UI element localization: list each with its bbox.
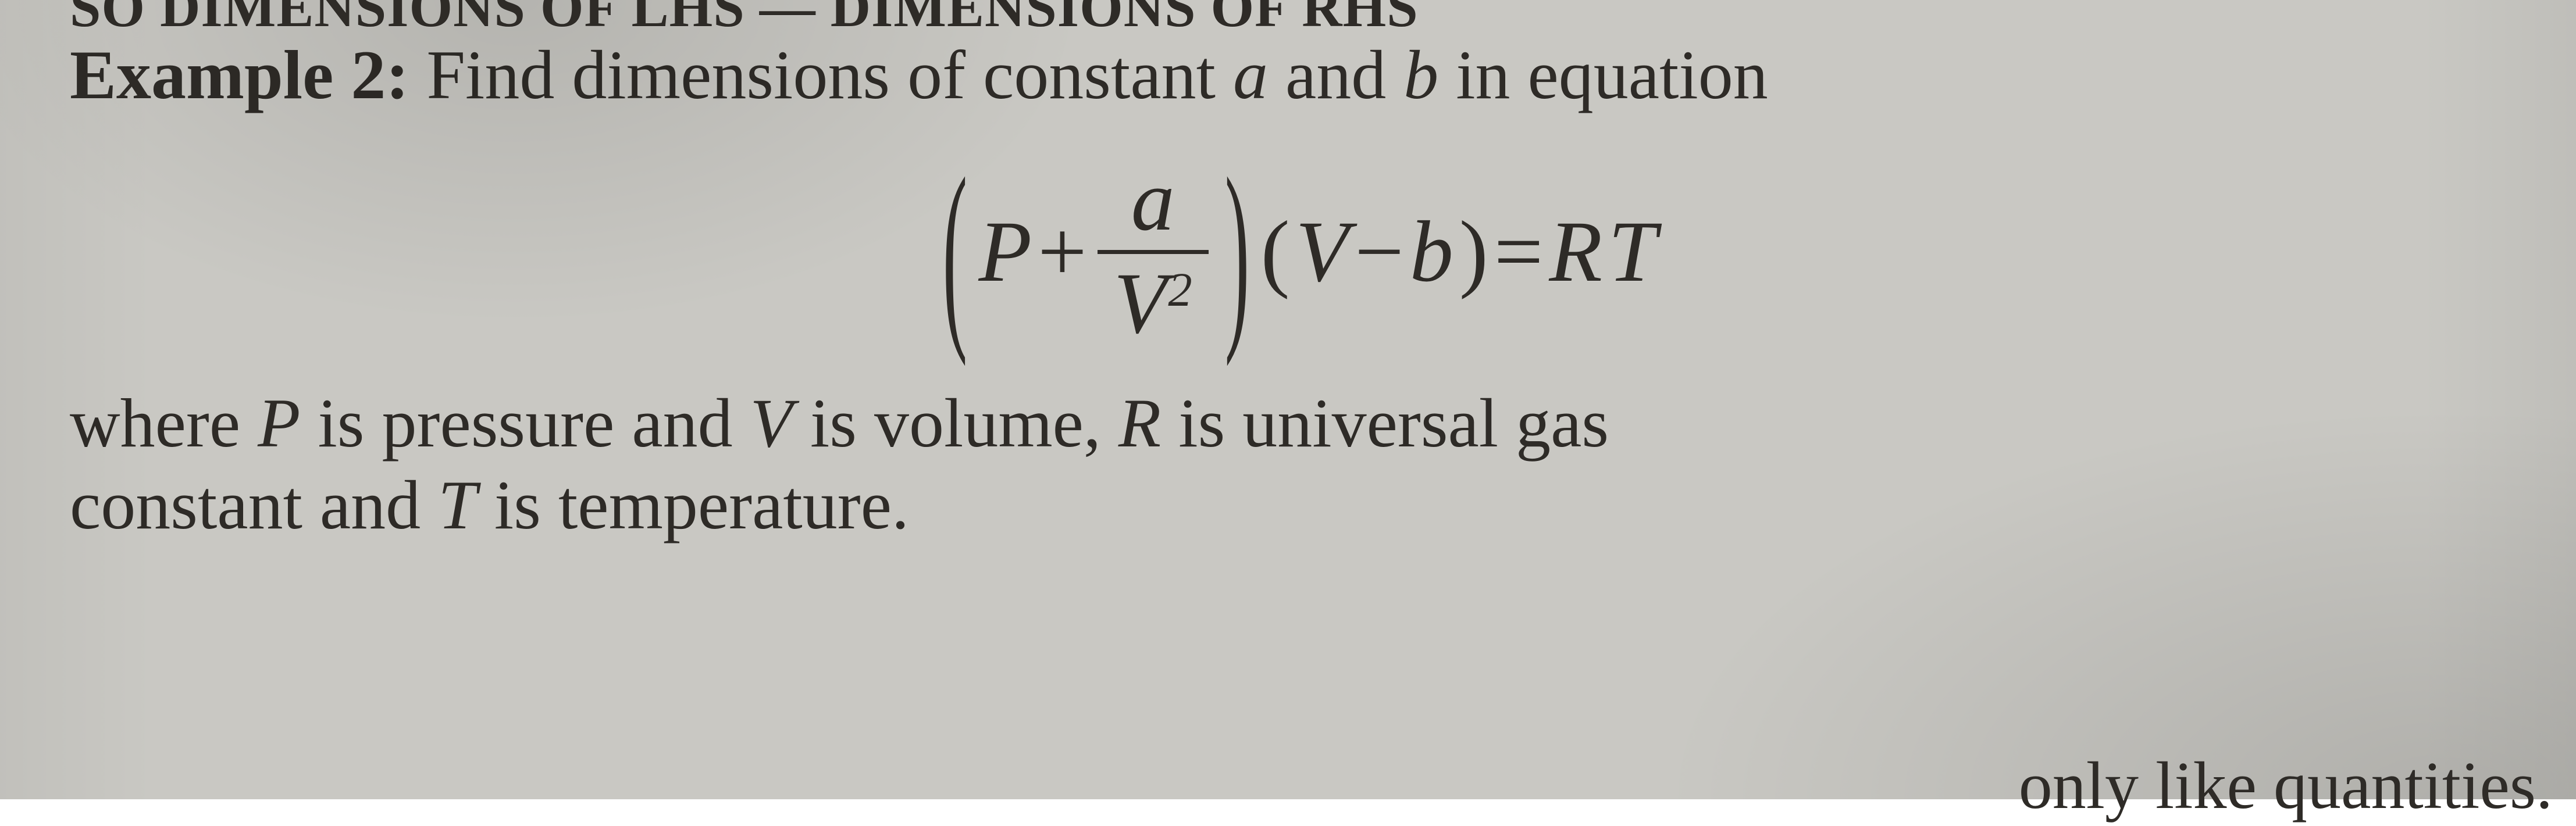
txt-pressure: is pressure and: [300, 384, 750, 462]
eq-fraction: a V2: [1098, 157, 1209, 347]
eq-frac-den-exp: 2: [1168, 263, 1192, 316]
eq-close: ): [1459, 201, 1488, 303]
where-line-2: constant and T is temperature.: [70, 464, 2524, 546]
eq-frac-den: V2: [1098, 260, 1209, 347]
prompt-text-tail: in equation: [1438, 36, 1768, 113]
eq-b: b: [1410, 201, 1453, 303]
cutoff-top-line: SO DIMENSIONS OF LHS — DIMENSIONS OF RHS: [70, 0, 2524, 40]
eq-open: (: [1261, 201, 1290, 303]
eq-P: P: [979, 201, 1032, 303]
where-line-1: where P is pressure and V is volume, R i…: [70, 382, 2524, 464]
cutoff-bottom-line: only like quantities.: [70, 746, 2553, 826]
var-V: V: [750, 384, 793, 462]
var-T: T: [438, 466, 477, 543]
var-P: P: [258, 384, 300, 462]
eq-frac-num: a: [1115, 157, 1191, 244]
eq-plus: +: [1038, 201, 1087, 303]
txt-universal: is universal gas: [1161, 384, 1609, 462]
example-prompt-line: Example 2: Find dimensions of constant a…: [70, 34, 2524, 116]
eq-V: V: [1296, 201, 1349, 303]
txt-where: where: [70, 384, 258, 462]
var-a: a: [1233, 36, 1268, 113]
txt-temperature: is temperature.: [477, 466, 909, 543]
textbook-page: SO DIMENSIONS OF LHS — DIMENSIONS OF RHS…: [0, 0, 2576, 799]
txt-volume: is volume,: [793, 384, 1118, 462]
vanderwaals-equation: ( P + a V2 ) (V − b) = RT: [70, 157, 2524, 347]
eq-R: R: [1549, 201, 1602, 303]
prompt-text-and: and: [1268, 36, 1403, 113]
prompt-text-1: Find dimensions of constant: [409, 36, 1233, 113]
eq-minus: −: [1355, 201, 1404, 303]
eq-frac-bar: [1098, 250, 1209, 254]
eq-frac-den-V: V: [1114, 255, 1167, 352]
example-label: Example 2:: [70, 36, 409, 113]
var-R: R: [1118, 384, 1161, 462]
eq-equals: =: [1494, 201, 1544, 303]
eq-T: T: [1608, 201, 1656, 303]
var-b: b: [1403, 36, 1438, 113]
txt-constant: constant and: [70, 466, 438, 543]
